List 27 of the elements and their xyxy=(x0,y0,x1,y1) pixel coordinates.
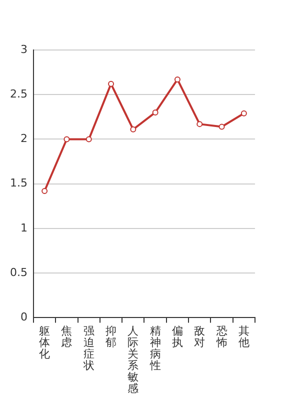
point xyxy=(86,136,92,142)
point xyxy=(152,109,158,116)
x-tick-label: 人际关系敏感 xyxy=(128,324,139,396)
y-tick-label: 3 xyxy=(20,42,28,56)
y-tick-label: 1 xyxy=(20,221,28,234)
y-tick-label: 0 xyxy=(20,310,28,324)
x-tick-label: 恐怖 xyxy=(215,324,228,349)
y-tick-label: 2 xyxy=(20,132,28,146)
x-tick-label: 抑郁 xyxy=(106,324,117,349)
point xyxy=(108,80,114,87)
point xyxy=(64,136,70,142)
point xyxy=(42,188,48,194)
point xyxy=(196,121,203,128)
point xyxy=(174,76,180,82)
x-tick-label: 其他 xyxy=(238,324,250,349)
x-tick-label: 强迫症状 xyxy=(82,324,94,372)
x-tick-label: 敌对 xyxy=(194,324,206,349)
x-tick-label: 偏执 xyxy=(172,324,183,349)
x-tick-label: 焦虑 xyxy=(61,324,72,349)
point xyxy=(240,110,247,116)
y-tick-label: 0.5 xyxy=(10,266,28,279)
point xyxy=(218,124,225,130)
y-tick-label: 2.5 xyxy=(10,87,28,100)
y-tick-label: 1.5 xyxy=(10,176,28,190)
x-tick-label: 精神病性 xyxy=(148,324,161,372)
point xyxy=(130,126,136,132)
x-tick-label: 躯体化 xyxy=(39,324,50,360)
